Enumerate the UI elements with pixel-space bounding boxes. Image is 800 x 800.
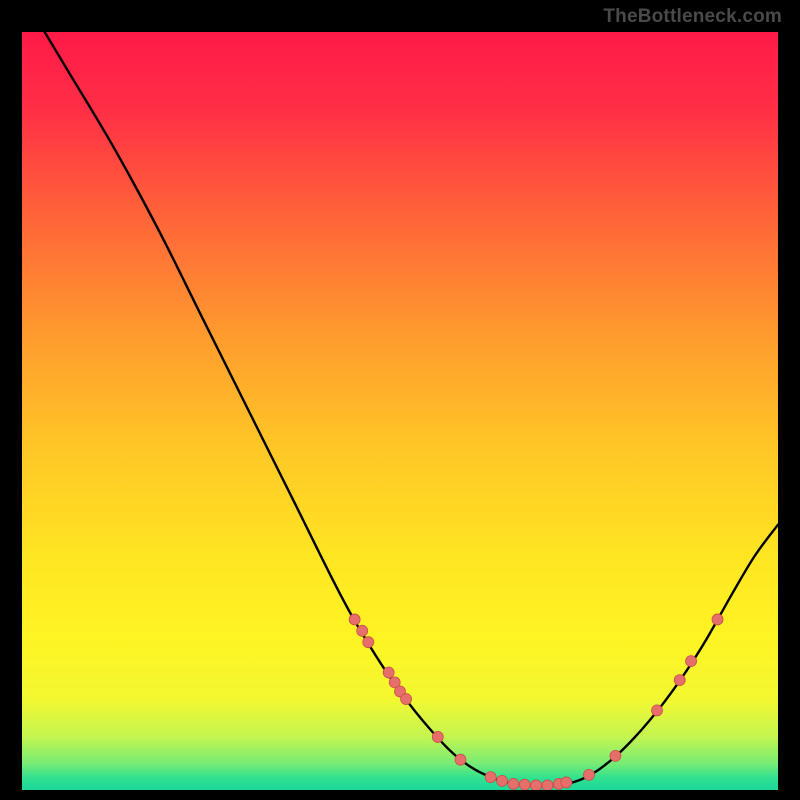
data-marker <box>674 675 685 686</box>
data-marker <box>508 778 519 789</box>
chart-container <box>22 32 778 790</box>
data-marker <box>401 694 412 705</box>
data-marker <box>485 772 496 783</box>
data-marker <box>542 780 553 790</box>
data-marker <box>383 667 394 678</box>
data-marker <box>712 614 723 625</box>
data-marker <box>519 779 530 790</box>
data-marker <box>561 777 572 788</box>
data-marker <box>349 614 360 625</box>
data-marker <box>652 705 663 716</box>
data-marker <box>584 769 595 780</box>
data-marker <box>610 750 621 761</box>
chart-background <box>22 32 778 790</box>
data-marker <box>357 625 368 636</box>
bottleneck-chart <box>22 32 778 790</box>
data-marker <box>531 780 542 790</box>
data-marker <box>686 656 697 667</box>
data-marker <box>432 731 443 742</box>
data-marker <box>455 754 466 765</box>
data-marker <box>497 775 508 786</box>
watermark-text: TheBottleneck.com <box>603 6 782 28</box>
data-marker <box>363 637 374 648</box>
